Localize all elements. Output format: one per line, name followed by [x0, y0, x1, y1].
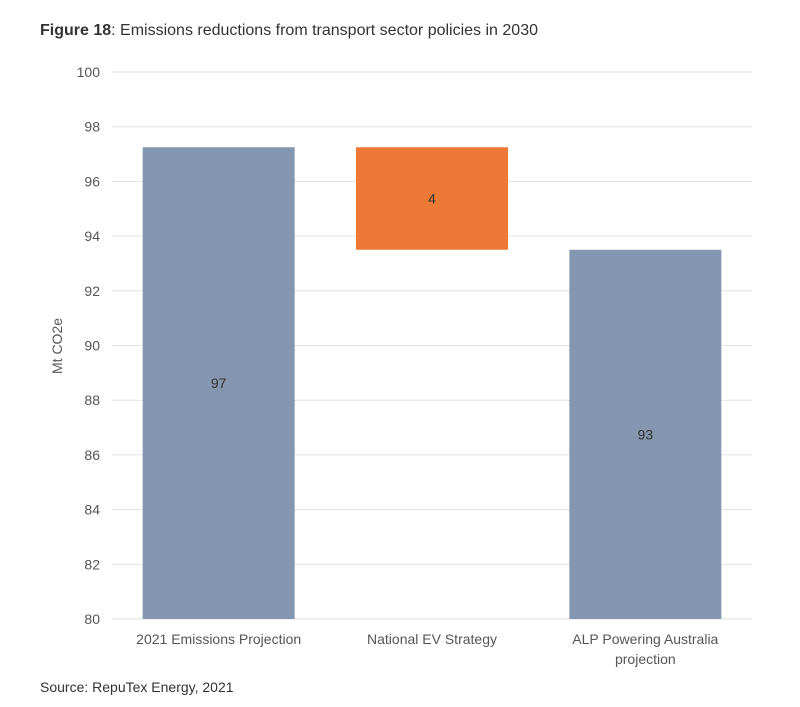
y-tick-label: 88 — [84, 392, 100, 408]
y-tick-label: 100 — [77, 64, 101, 80]
y-tick-label: 84 — [84, 502, 100, 518]
x-axis-categories: 2021 Emissions Projection National EV Str… — [136, 631, 718, 667]
x-category-label: projection — [615, 651, 676, 667]
x-category-label: National EV Strategy — [367, 631, 497, 647]
x-category-label: ALP Powering Australia — [572, 631, 718, 647]
figure-label: Figure 18 — [40, 22, 112, 39]
y-tick-label: 92 — [84, 283, 100, 299]
waterfall-chart: 80 82 84 86 88 90 92 94 96 98 100 97 4 93 2021 Emiss… — [49, 64, 752, 667]
x-category-label: 2021 Emissions Projection — [136, 631, 301, 647]
y-tick-label: 82 — [84, 556, 100, 572]
y-axis-label: Mt CO2e — [49, 318, 65, 374]
y-tick-label: 86 — [84, 447, 100, 463]
y-axis-ticks: 80 82 84 86 88 90 92 94 96 98 100 — [77, 64, 101, 627]
y-tick-label: 90 — [84, 338, 100, 354]
data-labels: 97 4 93 — [211, 190, 653, 442]
data-label: 4 — [428, 190, 436, 206]
y-tick-label: 80 — [84, 611, 100, 627]
data-label: 97 — [211, 375, 227, 391]
y-tick-label: 96 — [84, 173, 100, 189]
bar-total — [142, 147, 295, 619]
bar-reduction — [356, 147, 508, 250]
y-tick-label: 98 — [84, 119, 100, 135]
source-note: Source: RepuTex Energy, 2021 — [40, 679, 234, 695]
bar-total — [569, 249, 722, 619]
chart-title: Figure 18: Emissions reductions from tra… — [40, 22, 538, 40]
data-label: 93 — [638, 426, 654, 442]
figure-title: : Emissions reductions from transport se… — [111, 22, 538, 39]
y-tick-label: 94 — [84, 228, 100, 244]
bars — [142, 147, 722, 619]
